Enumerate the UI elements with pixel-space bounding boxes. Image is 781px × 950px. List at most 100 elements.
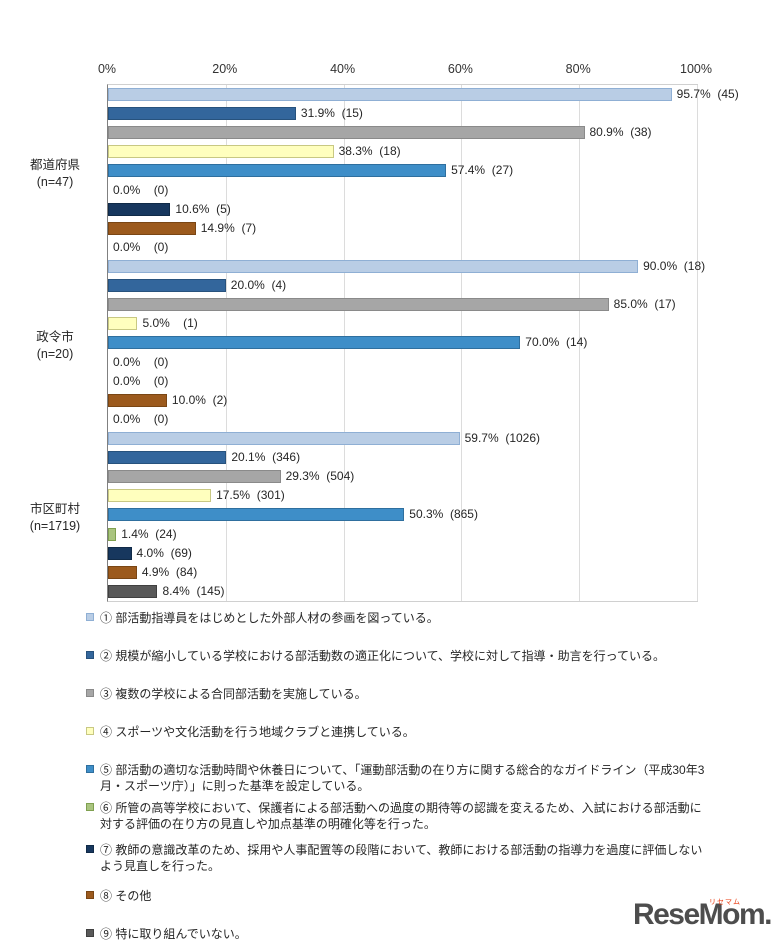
- bar-9: [108, 584, 158, 598]
- gridline: [579, 85, 581, 601]
- bar-3: [108, 126, 585, 140]
- legend-label: ⑧ その他: [100, 889, 152, 903]
- legend-item: ⑦ 教師の意識改革のため、採用や人事配置等の段階において、教師における部活動の指…: [86, 842, 712, 874]
- axis-tick-label: 0%: [97, 62, 117, 76]
- legend-marker: [86, 929, 94, 937]
- bar-value-label: 0.0% (0): [113, 373, 169, 388]
- legend-item: ① 部活動指導員をはじめとした外部人材の参画を図っている。: [86, 610, 712, 626]
- category-name: 政令市: [36, 330, 74, 344]
- legend-marker: [86, 803, 94, 811]
- bar-value-label: 10.0% (2): [171, 392, 228, 407]
- legend-label: ⑦ 教師の意識改革のため、採用や人事配置等の段階において、教師における部活動の指…: [100, 843, 703, 873]
- legend-label: ① 部活動指導員をはじめとした外部人材の参画を図っている。: [100, 611, 439, 625]
- bar-value-label: 4.0% (69): [136, 545, 192, 560]
- y-axis-category-labels: 都道府県 (n=47) 政令市 (n=20) 市区町村 (n=1719): [6, 84, 104, 600]
- legend-item: ⑥ 所管の高等学校において、保護者による部活動への過度の期待等の認識を変えるため…: [86, 800, 712, 832]
- category-n-count: (n=20): [36, 347, 74, 361]
- bar-value-label: 20.1% (346): [231, 450, 301, 465]
- bar-value-label: 70.0% (14): [525, 335, 588, 350]
- bar-4: [108, 489, 212, 503]
- legend-marker: [86, 891, 94, 899]
- legend-item: ② 規模が縮小している学校における部活動数の適正化について、学校に対して指導・助…: [86, 648, 712, 664]
- bar-value-label: 0.0% (0): [113, 182, 169, 197]
- legend-label: ⑥ 所管の高等学校において、保護者による部活動への過度の期待等の認識を変えるため…: [100, 801, 702, 831]
- bar-1: [108, 88, 672, 101]
- bar-5: [108, 508, 405, 522]
- bar-8: [108, 565, 137, 579]
- legend-item: ⑤ 部活動の適切な活動時間や休養日について、「運動部活動の在り方に関する総合的な…: [86, 762, 712, 794]
- axis-tick-label: 20%: [212, 62, 238, 76]
- bar-value-label: 0.0% (0): [113, 411, 169, 426]
- category-n-count: (n=1719): [29, 519, 81, 533]
- bar-value-label: 57.4% (27): [451, 163, 514, 178]
- chart-legend: ① 部活動指導員をはじめとした外部人材の参画を図っている。 ② 規模が縮小している…: [86, 610, 712, 942]
- bar-8: [108, 221, 196, 235]
- bar-value-label: 80.9% (38): [589, 125, 652, 140]
- bar-8: [108, 393, 167, 407]
- legend-label: ④ スポーツや文化活動を行う地域クラブと連携している。: [100, 725, 415, 739]
- bar-value-label: 0.0% (0): [113, 239, 169, 254]
- legend-marker: [86, 765, 94, 773]
- axis-tick-label: 100%: [680, 62, 712, 76]
- legend-item: ⑧ その他: [86, 888, 712, 904]
- bar-1: [108, 432, 460, 445]
- bar-value-label: 38.3% (18): [338, 144, 401, 159]
- legend-item: ⑨ 特に取り組んでいない。: [86, 926, 712, 942]
- legend-marker: [86, 689, 94, 697]
- bar-value-label: 5.0% (1): [142, 316, 198, 331]
- logo-text: ReseMom.: [632, 898, 773, 931]
- bar-7: [108, 546, 132, 560]
- bar-2: [108, 279, 226, 293]
- bar-1: [108, 260, 639, 273]
- bar-value-label: 10.6% (5): [175, 201, 231, 216]
- bar-value-label: 4.9% (84): [141, 564, 198, 579]
- bar-2: [108, 451, 227, 465]
- axis-tick-label: 60%: [447, 62, 473, 76]
- x-axis: 0% 20% 40% 60% 80% 100%: [98, 62, 712, 78]
- axis-tick-label: 40%: [330, 62, 356, 76]
- bar-4: [108, 145, 334, 159]
- legend-marker: [86, 651, 94, 659]
- category-label: 政令市 (n=20): [6, 329, 104, 363]
- bar-value-label: 8.4% (145): [162, 583, 225, 598]
- category-n-count: (n=47): [36, 175, 74, 189]
- category-label: 市区町村 (n=1719): [6, 501, 104, 535]
- axis-tick-label: 80%: [565, 62, 591, 76]
- logo-katakana-text: リセマム: [709, 899, 741, 906]
- legend-marker: [86, 727, 94, 735]
- category-label: 都道府県 (n=47): [6, 157, 104, 191]
- bar-value-label: 95.7% (45): [676, 87, 739, 101]
- bar-value-label: 20.0% (4): [230, 278, 287, 293]
- legend-label: ② 規模が縮小している学校における部活動数の適正化について、学校に対して指導・助…: [100, 649, 666, 663]
- bar-5: [108, 164, 447, 178]
- bar-value-label: 29.3% (504): [285, 469, 355, 484]
- gridline: [697, 85, 698, 601]
- bar-6: [108, 527, 117, 541]
- legend-label: ⑤ 部活動の適切な活動時間や休養日について、「運動部活動の在り方に関する総合的な…: [100, 763, 705, 793]
- bar-4: [108, 317, 138, 331]
- category-name: 市区町村: [29, 502, 80, 516]
- bar-value-label: 17.5% (301): [216, 488, 285, 503]
- legend-item: ④ スポーツや文化活動を行う地域クラブと連携している。: [86, 724, 712, 740]
- bar-5: [108, 336, 521, 350]
- bar-7: [108, 202, 171, 216]
- plot-area: 95.7% (45) 31.9% (15) 80.9% (38) 38.3% (18)…: [107, 84, 739, 602]
- legend-label: ③ 複数の学校による合同部活動を実施している。: [100, 687, 367, 701]
- bar-value-label: 1.4% (24): [121, 526, 177, 541]
- legend-label: ⑨ 特に取り組んでいない。: [100, 927, 247, 941]
- bar-3: [108, 470, 281, 484]
- bar-value-label: 90.0% (18): [643, 259, 706, 273]
- bar-value-label: 14.9% (7): [200, 220, 257, 235]
- legend-marker: [86, 613, 94, 621]
- legend-marker: [86, 845, 94, 853]
- bar-value-label: 31.9% (15): [300, 106, 363, 121]
- legend-item: ③ 複数の学校による合同部活動を実施している。: [86, 686, 712, 702]
- bar-2: [108, 107, 296, 121]
- bar-value-label: 59.7% (1026): [464, 431, 541, 445]
- bar-value-label: 50.3% (865): [409, 507, 478, 522]
- bar-3: [108, 298, 609, 312]
- bar-value-label: 0.0% (0): [113, 354, 169, 369]
- category-name: 都道府県: [29, 158, 80, 172]
- resemom-logo: リセマム ReseMom.: [632, 898, 773, 942]
